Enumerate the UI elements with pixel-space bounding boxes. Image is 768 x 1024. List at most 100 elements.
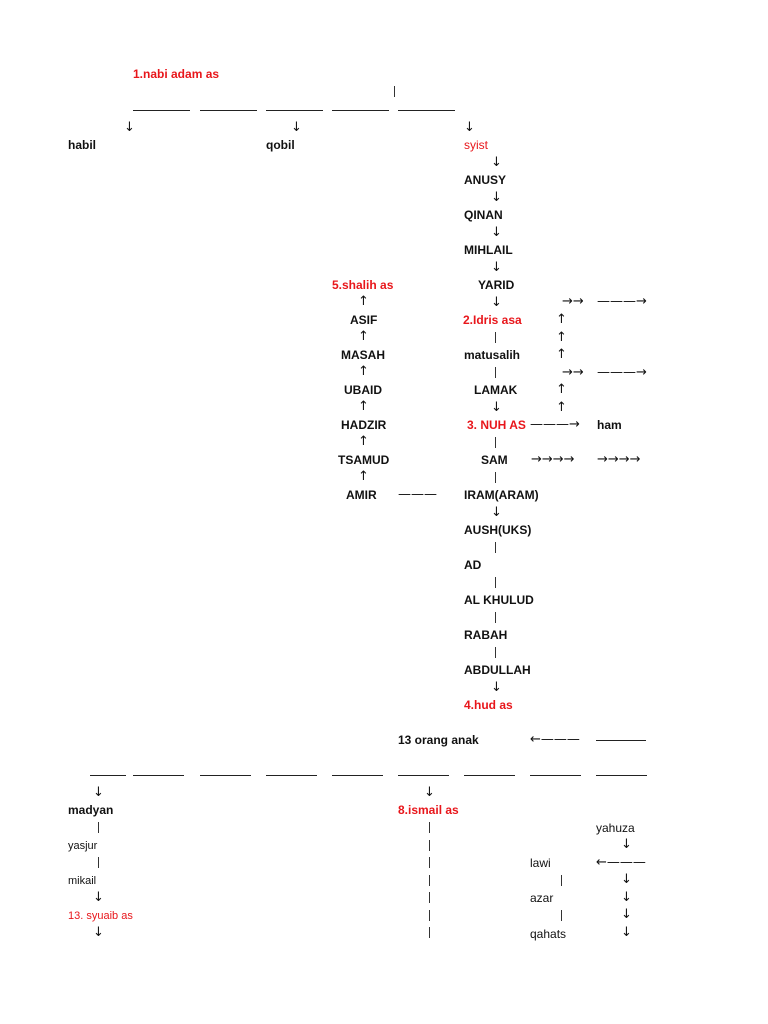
down-arrow-icon: ↓ bbox=[491, 400, 502, 415]
double-right-arrow-icon: →→ bbox=[562, 294, 584, 309]
sibling-line bbox=[133, 110, 190, 111]
yarid-label: YARID bbox=[478, 278, 515, 292]
down-arrow-icon: ↓ bbox=[491, 190, 502, 205]
sibling-line bbox=[332, 110, 389, 111]
rabah-label: RABAH bbox=[464, 628, 508, 642]
down-arrow-icon: ↓ bbox=[621, 872, 632, 887]
idris-label: 2.Idris asa bbox=[463, 313, 522, 327]
mihlail-label: MIHLAIL bbox=[464, 243, 513, 257]
ismail-label: 8.ismail as bbox=[398, 803, 459, 817]
masah-label: MASAH bbox=[341, 348, 385, 362]
connector-bar bbox=[429, 822, 430, 833]
down-arrow-icon: ↓ bbox=[93, 785, 104, 800]
tsamud-label: TSAMUD bbox=[338, 453, 390, 467]
up-arrow-icon: ↑ bbox=[358, 294, 369, 309]
up-arrow-icon: ↑ bbox=[358, 364, 369, 379]
yasjur-label: yasjur bbox=[68, 840, 98, 852]
up-arrow-icon: ↑ bbox=[556, 330, 567, 345]
connector-bar bbox=[495, 367, 496, 378]
ad-label: AD bbox=[464, 558, 482, 572]
long-right-arrow-icon: ———→ bbox=[597, 294, 647, 309]
quad-right-arrow-icon: →→→→ bbox=[597, 452, 641, 467]
connector-bar bbox=[429, 857, 430, 868]
down-arrow-icon: ↓ bbox=[93, 890, 104, 905]
connector-bar bbox=[561, 910, 562, 921]
anusy-label: ANUSY bbox=[464, 173, 507, 187]
connector-bar bbox=[495, 612, 496, 623]
connector-bar bbox=[495, 577, 496, 588]
down-arrow-icon: ↓ bbox=[621, 890, 632, 905]
quad-right-arrow-icon: →→→→ bbox=[531, 452, 575, 467]
sibling-line bbox=[266, 775, 317, 776]
nuh-label: 3. NUH AS bbox=[467, 418, 526, 432]
down-arrow-icon: ↓ bbox=[291, 120, 302, 135]
sibling-line bbox=[133, 775, 184, 776]
connector-bar bbox=[98, 822, 99, 833]
sam-label: SAM bbox=[481, 453, 508, 467]
sibling-line bbox=[332, 775, 383, 776]
connector-bar bbox=[561, 875, 562, 886]
connector-bar bbox=[429, 875, 430, 886]
up-arrow-icon: ↑ bbox=[358, 434, 369, 449]
matusalih-label: matusalih bbox=[464, 348, 521, 362]
double-right-arrow-icon: →→ bbox=[562, 365, 584, 380]
qobil-label: qobil bbox=[266, 138, 295, 152]
long-right-arrow-icon: ———→ bbox=[597, 365, 647, 380]
down-arrow-icon: ↓ bbox=[491, 155, 502, 170]
up-arrow-icon: ↑ bbox=[556, 382, 567, 397]
qinan-label: QINAN bbox=[464, 208, 503, 222]
connector-bar bbox=[429, 840, 430, 851]
mikail-label: mikail bbox=[68, 875, 97, 887]
sibling-line bbox=[266, 110, 323, 111]
connector-bar bbox=[495, 472, 496, 483]
down-arrow-icon: ↓ bbox=[93, 925, 104, 940]
left-arrow-icon: ←——— bbox=[596, 855, 646, 870]
connector-bar bbox=[429, 927, 430, 938]
thirteen-children-label: 13 orang anak bbox=[398, 733, 479, 747]
shalih-label: 5.shalih as bbox=[332, 278, 394, 292]
lamak-label: LAMAK bbox=[474, 383, 518, 397]
up-arrow-icon: ↑ bbox=[358, 329, 369, 344]
ham-label: ham bbox=[597, 418, 622, 432]
adam-label: 1.nabi adam as bbox=[133, 67, 220, 81]
sibling-line bbox=[90, 775, 126, 776]
connector-bar bbox=[495, 437, 496, 448]
connector-bar bbox=[98, 857, 99, 868]
up-arrow-icon: ↑ bbox=[556, 400, 567, 415]
down-arrow-icon: ↓ bbox=[491, 260, 502, 275]
ubaid-label: UBAID bbox=[344, 383, 382, 397]
up-arrow-icon: ↑ bbox=[358, 469, 369, 484]
lawi-label: lawi bbox=[530, 856, 551, 870]
up-arrow-icon: ↑ bbox=[358, 399, 369, 414]
down-arrow-icon: ↓ bbox=[464, 120, 475, 135]
connector-bar bbox=[495, 332, 496, 343]
connector-bar bbox=[495, 542, 496, 553]
down-arrow-icon: ↓ bbox=[491, 680, 502, 695]
hud-label: 4.hud as bbox=[464, 698, 513, 712]
qahats-label: qahats bbox=[530, 927, 567, 941]
up-arrow-icon: ↑ bbox=[556, 347, 567, 362]
amir-link-line: ——— bbox=[398, 487, 437, 502]
abdullah-label: ABDULLAH bbox=[464, 663, 531, 677]
connector-bar bbox=[394, 86, 395, 97]
down-arrow-icon: ↓ bbox=[491, 295, 502, 310]
sibling-line bbox=[398, 110, 455, 111]
connector-bar bbox=[429, 910, 430, 921]
hadzir-label: HADZIR bbox=[341, 418, 387, 432]
sibling-line bbox=[200, 775, 251, 776]
azar-label: azar bbox=[530, 891, 554, 905]
madyan-label: madyan bbox=[68, 803, 114, 817]
sibling-line bbox=[596, 775, 647, 776]
down-arrow-icon: ↓ bbox=[621, 837, 632, 852]
syuaib-label: 13. syuaib as bbox=[68, 910, 133, 922]
al-khulud-label: AL KHULUD bbox=[464, 593, 534, 607]
habil-label: habil bbox=[68, 138, 97, 152]
down-arrow-icon: ↓ bbox=[621, 925, 632, 940]
connector-bar bbox=[495, 647, 496, 658]
down-arrow-icon: ↓ bbox=[491, 225, 502, 240]
down-arrow-icon: ↓ bbox=[621, 907, 632, 922]
down-arrow-icon: ↓ bbox=[124, 120, 135, 135]
amir-label: AMIR bbox=[346, 488, 377, 502]
down-arrow-icon: ↓ bbox=[491, 505, 502, 520]
yahuza-label: yahuza bbox=[596, 821, 635, 835]
